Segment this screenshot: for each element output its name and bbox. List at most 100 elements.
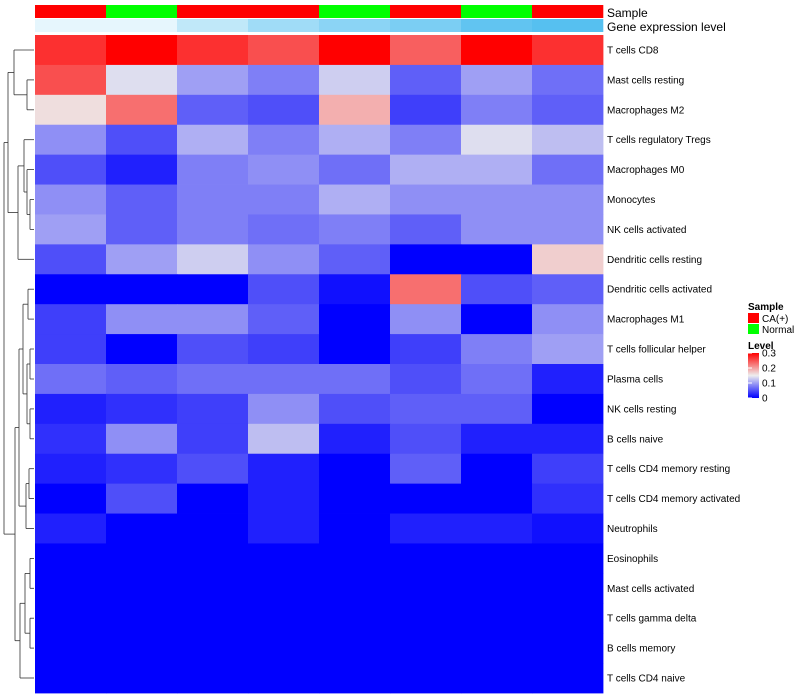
heatmap-cell [248, 94, 320, 126]
heatmap-cell [390, 94, 462, 126]
heatmap-cell [461, 453, 533, 485]
heatmap-cell [177, 35, 249, 66]
heatmap-cell [319, 663, 391, 694]
row-label: Macrophages M0 [607, 165, 685, 176]
heatmap-cell [177, 184, 249, 215]
legend-tick-label: 0.1 [762, 379, 776, 390]
gene-annotation-cell [319, 19, 391, 32]
row-label: T cells regulatory Tregs [607, 135, 711, 146]
heatmap-cell [35, 573, 107, 604]
heatmap-cell [319, 393, 391, 425]
heatmap-cell [35, 154, 107, 185]
heatmap-cell [106, 633, 178, 664]
heatmap-cell [248, 663, 320, 694]
gene-annotation-cell [532, 19, 604, 32]
row-label: NK cells activated [607, 225, 686, 236]
heatmap-cell [461, 274, 533, 305]
row-label: T cells CD8 [607, 45, 659, 56]
heatmap-cell [390, 274, 462, 305]
track-label-sample: Sample [607, 6, 648, 20]
heatmap-cell [35, 124, 107, 156]
heatmap-cell [319, 603, 391, 634]
legend-label-normal: Normal [762, 325, 794, 336]
heatmap-cell [532, 124, 604, 156]
heatmap-cell [177, 573, 249, 604]
heatmap-cell [319, 633, 391, 664]
heatmap-cell [319, 214, 391, 245]
heatmap-cell [106, 244, 178, 275]
legend-label-ca: CA(+) [762, 314, 788, 325]
heatmap-cell [390, 154, 462, 185]
heatmap-cell [177, 304, 249, 335]
heatmap-cell [35, 513, 107, 544]
heatmap-cell [461, 393, 533, 425]
legend-tick-label: 0.3 [762, 349, 776, 360]
heatmap-cell [106, 513, 178, 544]
heatmap-cell [532, 274, 604, 305]
heatmap-cell [390, 573, 462, 604]
heatmap-cell [461, 334, 533, 365]
heatmap-cell [390, 334, 462, 365]
heatmap-cell [461, 513, 533, 544]
legend-tick-label: 0 [762, 394, 768, 405]
heatmap-cell [319, 244, 391, 275]
heatmap-cell [461, 603, 533, 634]
heatmap-cell [461, 94, 533, 126]
heatmap-cell [390, 35, 462, 66]
heatmap-cell [319, 124, 391, 156]
heatmap-cell [177, 603, 249, 634]
heatmap-cell [461, 423, 533, 455]
heatmap-cell [35, 184, 107, 215]
row-label: T cells CD4 memory activated [607, 494, 740, 505]
heatmap-cell [532, 154, 604, 185]
heatmap-cell [177, 513, 249, 544]
heatmap-cell [35, 94, 107, 126]
heatmap-cell [390, 124, 462, 156]
heatmap-cell [461, 663, 533, 694]
heatmap-cell [177, 94, 249, 126]
row-label: Eosinophils [607, 554, 658, 565]
gene-annotation-cell [248, 19, 320, 32]
heatmap-cell [390, 304, 462, 335]
heatmap-cell [248, 423, 320, 455]
heatmap-cell [35, 423, 107, 455]
heatmap-cell [35, 274, 107, 305]
heatmap-cell [461, 35, 533, 66]
heatmap-cell [319, 453, 391, 485]
legend-sample: Sample CA(+) Normal [748, 302, 794, 336]
heatmap-cell [532, 663, 604, 694]
sample-annotation-cell [248, 5, 320, 18]
heatmap-cell [35, 364, 107, 395]
heatmap-cell [390, 184, 462, 215]
heatmap-cell [532, 364, 604, 395]
heatmap-cell [532, 603, 604, 634]
heatmap-cell [461, 573, 533, 604]
sample-annotation-cell [106, 5, 178, 18]
heatmap-cell [461, 483, 533, 514]
heatmap-cell [390, 364, 462, 395]
heatmap-cell [461, 633, 533, 664]
legend-level-title: Level [748, 341, 774, 352]
sample-annotation-cell [461, 5, 533, 18]
heatmap-cell [35, 35, 107, 66]
legend-level-ticks: 0.3 0.2 0.1 0 [748, 349, 776, 405]
heatmap-cell [177, 663, 249, 694]
heatmap-cell [248, 274, 320, 305]
heatmap-cell [532, 573, 604, 604]
heatmap-cell [390, 513, 462, 544]
heatmap-cell [390, 543, 462, 574]
heatmap-cell [390, 214, 462, 245]
sample-annotation-cell [319, 5, 391, 18]
heatmap-cell [248, 124, 320, 156]
heatmap-cell [106, 64, 178, 96]
heatmap-cell [106, 304, 178, 335]
heatmap-cell [390, 603, 462, 634]
heatmap-cell [248, 483, 320, 514]
heatmap-cell [319, 64, 391, 96]
heatmap-cell [319, 154, 391, 185]
gene-annotation-cell [177, 19, 249, 32]
heatmap-cell [106, 543, 178, 574]
heatmap-cell [177, 154, 249, 185]
heatmap-cell [35, 64, 107, 96]
heatmap-cell [106, 573, 178, 604]
